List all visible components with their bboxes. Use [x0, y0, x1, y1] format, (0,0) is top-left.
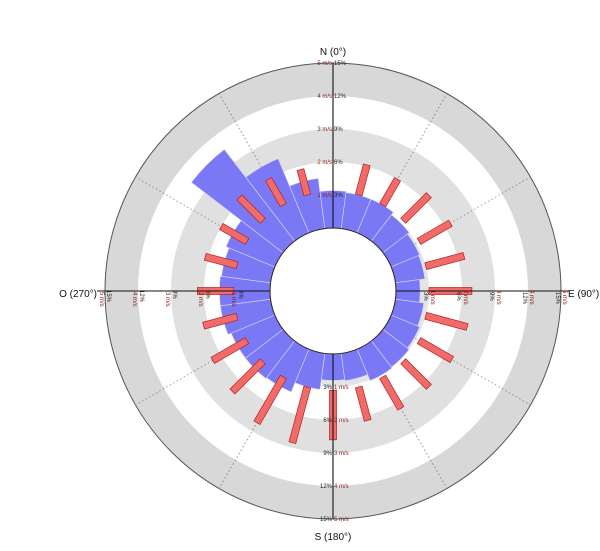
- tick-label-speed: 2 m/s: [334, 418, 349, 424]
- tick-labels: 1 m/s 3%3% 1 m/s1 m/s3%3%1 m/s2 m/s 6%6% 2 m…: [98, 61, 567, 523]
- tick-label-speed: 3 m/s: [334, 451, 349, 457]
- tick-label-speed: 2 m/s: [317, 160, 332, 166]
- tick-label-speed: 5 m/s: [334, 517, 349, 523]
- speed-bar: [354, 385, 372, 422]
- radial-gridline: [135, 176, 279, 260]
- tick-label-speed: 4 m/s: [131, 292, 137, 307]
- tick-label-speed: 1 m/s: [317, 193, 332, 199]
- tick-label-speed: 3 m/s: [317, 127, 332, 133]
- tick-label-frequency: 3%: [237, 290, 243, 299]
- speed-bar: [354, 163, 371, 197]
- label-east: E (90°): [568, 289, 599, 300]
- speed-bar: [379, 374, 405, 411]
- radial-gridline: [364, 345, 448, 489]
- tick-label-speed: 2 m/s: [462, 290, 468, 305]
- tick-label-speed: 5 m/s: [98, 292, 104, 307]
- tick-label-frequency: 9%: [334, 127, 343, 133]
- label-south: S (180°): [315, 532, 352, 543]
- chart-axes: [97, 63, 569, 519]
- tick-label-frequency: 6%: [204, 290, 210, 299]
- tick-label-speed: 3 m/s: [164, 292, 170, 307]
- tick-label-speed: 5 m/s: [561, 290, 567, 305]
- tick-label-frequency: 3%: [422, 292, 428, 301]
- tick-label-speed: 3 m/s: [495, 290, 501, 305]
- tick-label-frequency: 6%: [334, 160, 343, 166]
- tick-label-frequency: 9%: [171, 290, 177, 299]
- radial-gridline: [218, 345, 302, 489]
- tick-label-frequency: 15%: [105, 290, 111, 303]
- tick-label-frequency: 12%: [138, 290, 144, 303]
- speed-bar: [202, 312, 239, 330]
- speed-bar: [236, 194, 266, 224]
- speed-bar: [264, 177, 287, 208]
- tick-label-frequency: 15%: [334, 61, 347, 67]
- radial-gridline: [387, 176, 531, 260]
- speed-bar: [400, 192, 432, 224]
- tick-label-frequency: 15%: [320, 517, 333, 523]
- tick-label-frequency: 6%: [323, 418, 332, 424]
- tick-label-speed: 1 m/s: [429, 290, 435, 305]
- tick-label-frequency: 12%: [334, 94, 347, 100]
- speed-bar: [253, 374, 287, 425]
- tick-label-speed: 5 m/s: [317, 61, 332, 67]
- tick-label-speed: 4 m/s: [334, 484, 349, 490]
- radial-gridline: [218, 93, 302, 237]
- center-hole: [269, 227, 397, 355]
- speed-bar: [210, 337, 250, 364]
- tick-label-frequency: 9%: [488, 292, 494, 301]
- tick-label-frequency: 3%: [323, 385, 332, 391]
- tick-label-speed: 2 m/s: [197, 292, 203, 307]
- speed-bar: [203, 252, 239, 270]
- tick-label-speed: 4 m/s: [528, 290, 534, 305]
- speed-bar: [379, 177, 402, 208]
- tick-label-frequency: 9%: [323, 451, 332, 457]
- tick-label-speed: 1 m/s: [230, 292, 236, 307]
- tick-label-speed: 1 m/s: [334, 385, 349, 391]
- tick-label-speed: 4 m/s: [317, 94, 332, 100]
- tick-label-frequency: 12%: [320, 484, 333, 490]
- speed-bar: [288, 385, 312, 445]
- speed-series: [197, 163, 473, 445]
- speed-bar: [424, 312, 469, 331]
- speed-bar: [296, 168, 312, 197]
- tick-label-frequency: 15%: [554, 292, 560, 305]
- speed-bar: [416, 219, 453, 245]
- radial-gridline: [387, 322, 531, 406]
- chart-center: [269, 227, 397, 355]
- speed-bar: [219, 222, 250, 245]
- speed-bar: [229, 358, 266, 395]
- speed-bar: [424, 252, 466, 270]
- chart-grid: [135, 93, 531, 489]
- radial-gridline: [135, 322, 279, 406]
- tick-label-frequency: 12%: [521, 292, 527, 305]
- speed-bar: [400, 358, 432, 390]
- speed-bar: [416, 337, 455, 364]
- label-north: N (0°): [320, 47, 346, 58]
- radial-gridline: [364, 93, 448, 237]
- tick-label-frequency: 6%: [455, 292, 461, 301]
- tick-label-frequency: 3%: [334, 193, 343, 199]
- label-west: O (270°): [59, 289, 97, 300]
